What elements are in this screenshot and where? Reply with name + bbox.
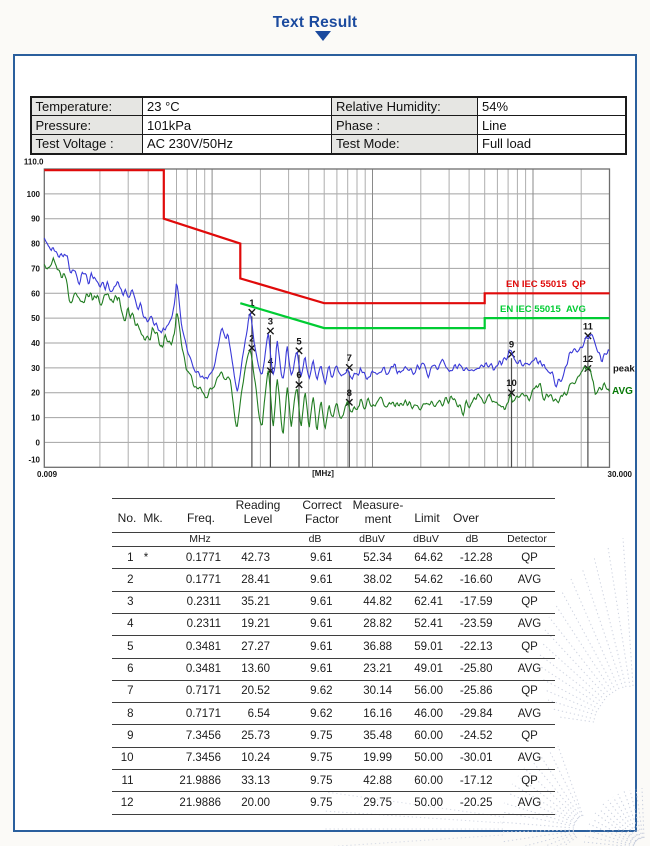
svg-text:100: 100 <box>27 190 41 199</box>
svg-text:70: 70 <box>31 264 40 273</box>
svg-text:1: 1 <box>249 298 255 309</box>
svg-text:12: 12 <box>583 354 594 365</box>
svg-text:20: 20 <box>31 389 40 398</box>
svg-text:0: 0 <box>36 438 41 447</box>
svg-text:3: 3 <box>268 317 273 328</box>
svg-text:9: 9 <box>509 340 514 351</box>
svg-text:2: 2 <box>249 333 254 344</box>
svg-text:0.009: 0.009 <box>37 470 58 479</box>
svg-text:10: 10 <box>31 414 40 423</box>
svg-text:40: 40 <box>31 339 40 348</box>
svg-text:80: 80 <box>31 240 40 249</box>
svg-text:60: 60 <box>31 289 40 298</box>
svg-text:-10: -10 <box>28 456 40 465</box>
svg-text:11: 11 <box>583 321 594 332</box>
svg-text:[MHz]: [MHz] <box>312 469 334 478</box>
svg-text:peak: peak <box>613 364 635 375</box>
svg-text:EN IEC 55015 QP: EN IEC 55015 QP <box>506 279 586 290</box>
svg-text:8: 8 <box>347 388 352 399</box>
svg-text:110.0: 110.0 <box>24 158 44 167</box>
svg-text:5: 5 <box>296 336 302 347</box>
svg-text:6: 6 <box>296 370 301 381</box>
svg-text:10: 10 <box>506 378 517 389</box>
svg-text:AVG: AVG <box>612 386 633 397</box>
svg-text:30.000: 30.000 <box>608 470 633 479</box>
svg-text:7: 7 <box>347 353 352 364</box>
svg-text:EN IEC 55015 AVG: EN IEC 55015 AVG <box>500 304 586 315</box>
svg-text:90: 90 <box>31 215 40 224</box>
svg-text:30: 30 <box>31 364 40 373</box>
svg-text:50: 50 <box>31 314 40 323</box>
